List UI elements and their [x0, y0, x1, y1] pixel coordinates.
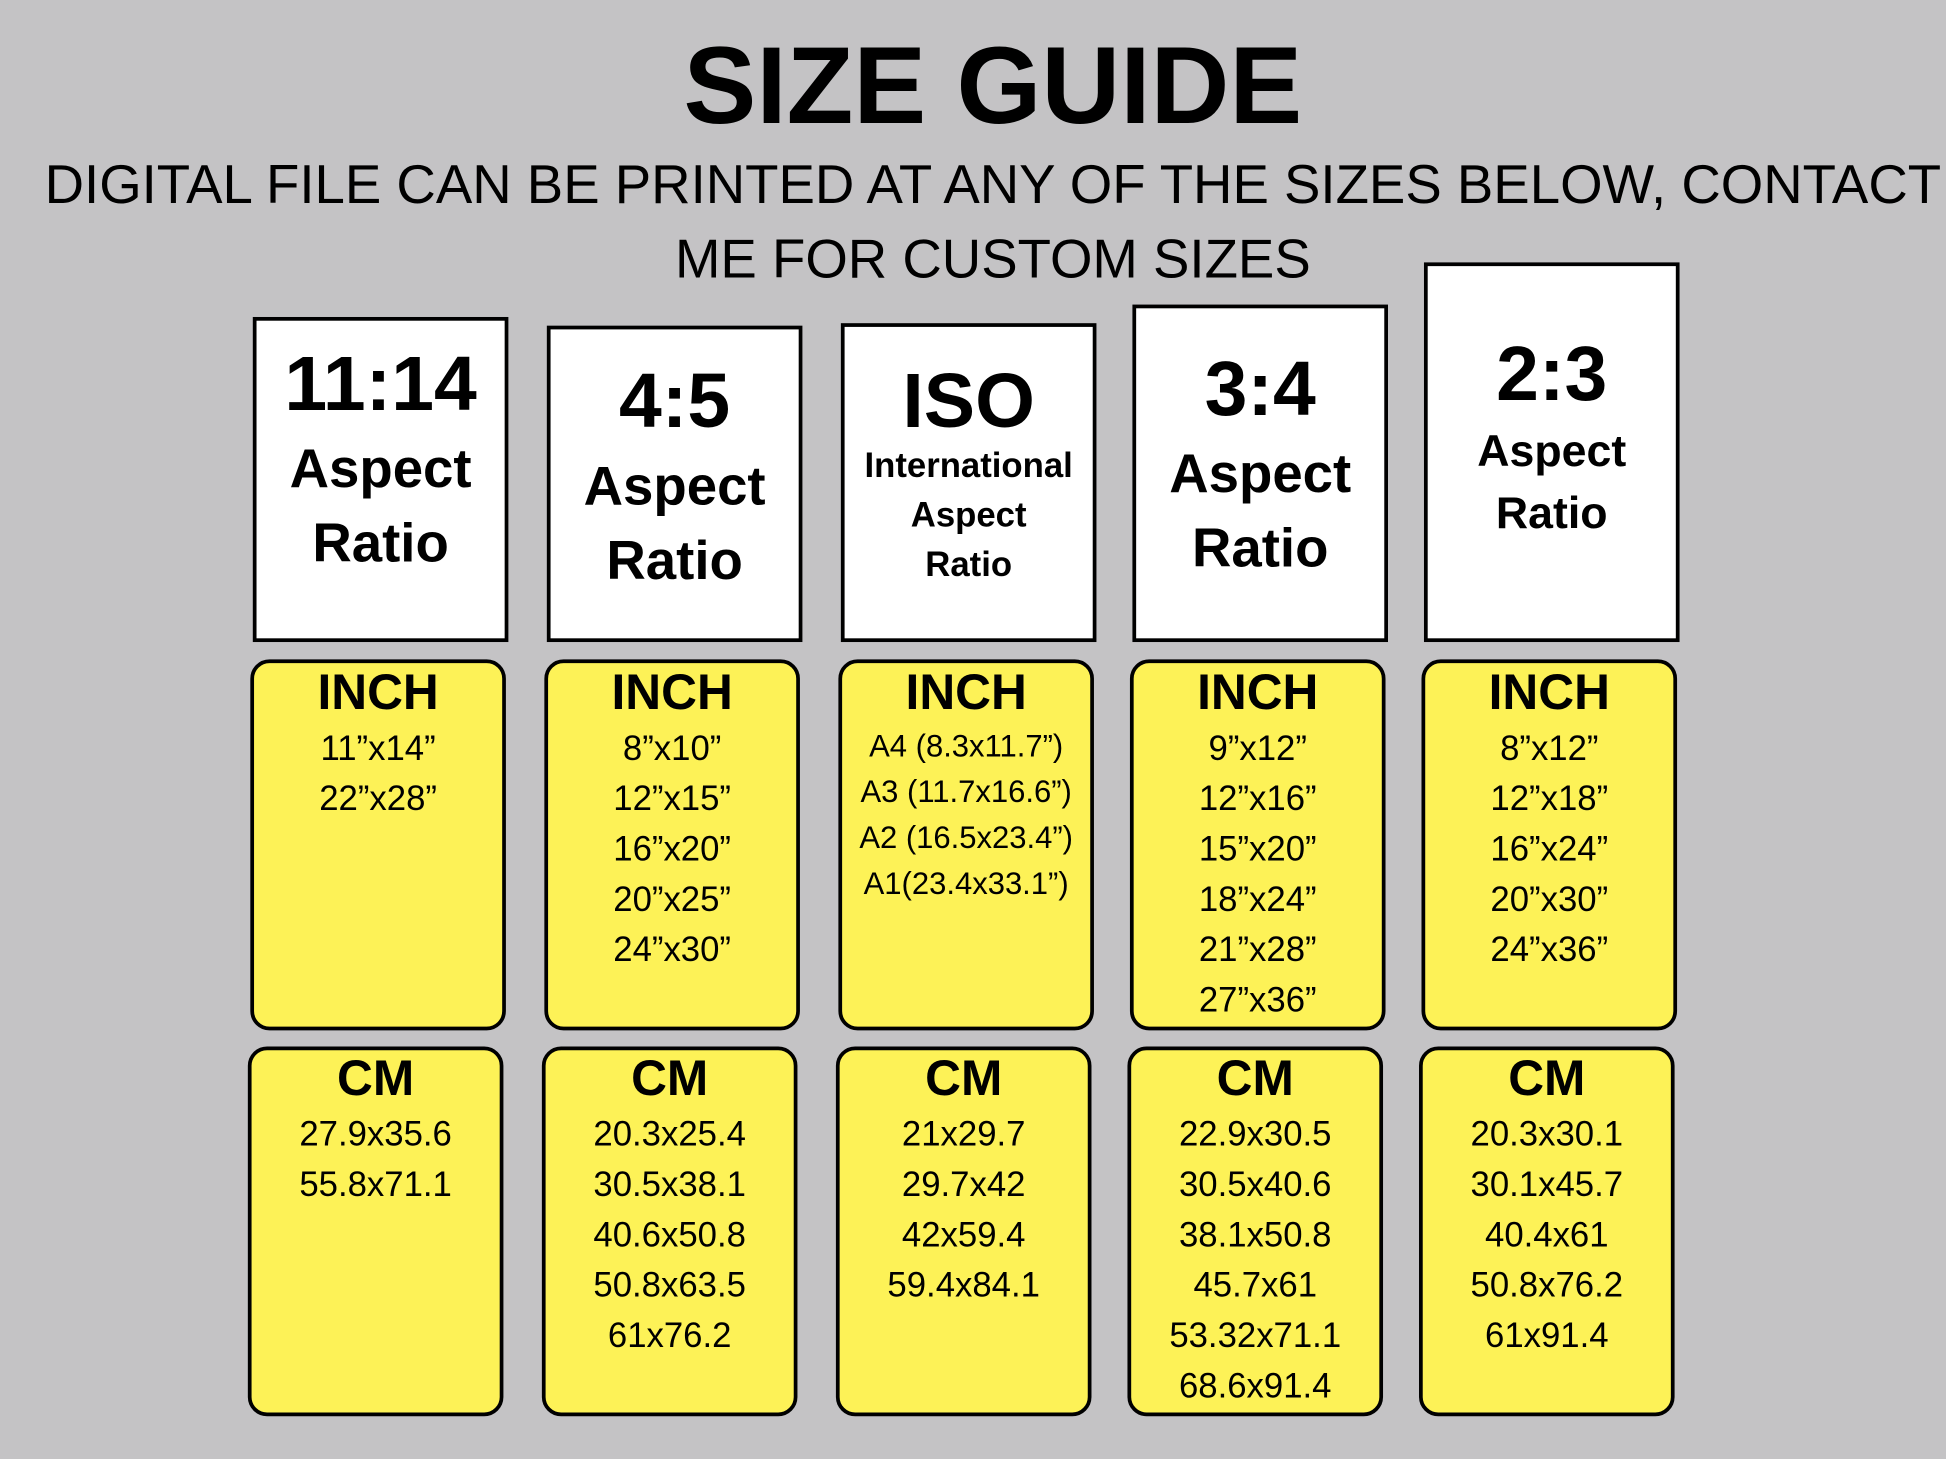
inch-size: 12”x18” — [1490, 780, 1608, 818]
inch-size: 16”x24” — [1490, 831, 1608, 869]
inch-size: 16”x20” — [613, 831, 731, 869]
inch-heading: INCH — [906, 664, 1027, 720]
cm-size: 55.8x71.1 — [299, 1166, 452, 1204]
ratio-label: ISO — [902, 358, 1034, 444]
cm-heading: CM — [631, 1050, 708, 1106]
cm-size: 20.3x25.4 — [593, 1116, 746, 1154]
cm-size: 21x29.7 — [902, 1116, 1026, 1154]
cm-size: 22.9x30.5 — [1179, 1116, 1332, 1154]
cm-size: 30.5x38.1 — [593, 1166, 746, 1204]
inch-box — [544, 659, 800, 1031]
cm-size: 30.5x40.6 — [1179, 1166, 1332, 1204]
cm-box — [1127, 1046, 1384, 1417]
inch-size: 9”x12” — [1209, 730, 1307, 768]
cm-heading: CM — [337, 1050, 414, 1106]
ratio-box — [546, 325, 803, 643]
inch-size: 8”x12” — [1500, 730, 1598, 768]
subtitle-line: ME FOR CUSTOM SIZES — [675, 228, 1311, 289]
inch-size: 24”x30” — [613, 931, 731, 969]
cm-size: 68.6x91.4 — [1179, 1367, 1332, 1405]
inch-box — [1421, 659, 1678, 1031]
cm-box — [1419, 1046, 1675, 1417]
ratio-label: Ratio — [606, 530, 742, 591]
inch-size: 8”x10” — [623, 730, 721, 768]
inch-box — [1129, 659, 1386, 1031]
ratio-label: Ratio — [1192, 518, 1328, 579]
inch-size: A4 (8.3x11.7”) — [869, 728, 1063, 763]
inch-size: 27”x36” — [1199, 982, 1317, 1020]
ratio-label: 11:14 — [284, 341, 477, 427]
inch-size: 20”x25” — [613, 881, 731, 919]
inch-heading: INCH — [612, 664, 733, 720]
ratio-label: 3:4 — [1205, 346, 1316, 432]
ratio-label: Ratio — [925, 546, 1012, 584]
cm-size: 29.7x42 — [902, 1166, 1026, 1204]
cm-size: 42x59.4 — [902, 1216, 1026, 1254]
ratio-box — [1423, 262, 1680, 643]
inch-size: 15”x20” — [1199, 831, 1317, 869]
inch-size: 24”x36” — [1490, 931, 1608, 969]
cm-size: 40.4x61 — [1485, 1216, 1609, 1254]
cm-size: 45.7x61 — [1193, 1267, 1317, 1305]
inch-size: 12”x16” — [1199, 780, 1317, 818]
cm-heading: CM — [1508, 1050, 1585, 1106]
cm-size: 20.3x30.1 — [1471, 1116, 1624, 1154]
ratio-label: Aspect — [911, 497, 1027, 535]
cm-size: 50.8x76.2 — [1471, 1267, 1624, 1305]
ratio-label: 2:3 — [1496, 331, 1607, 417]
inch-box — [250, 659, 506, 1031]
ratio-label: International — [864, 447, 1072, 485]
cm-size: 50.8x63.5 — [593, 1267, 746, 1305]
title: SIZE GUIDE — [684, 25, 1303, 147]
inch-heading: INCH — [317, 664, 438, 720]
cm-size: 61x91.4 — [1485, 1317, 1609, 1355]
cm-heading: CM — [925, 1050, 1002, 1106]
ratio-label: 4:5 — [619, 358, 730, 444]
inch-size: A3 (11.7x16.6”) — [860, 774, 1071, 809]
inch-size: 22”x28” — [319, 780, 437, 818]
inch-heading: INCH — [1197, 664, 1318, 720]
ratio-label: Aspect — [290, 438, 472, 499]
inch-size: 12”x15” — [613, 780, 731, 818]
inch-size: A1(23.4x33.1”) — [864, 866, 1069, 901]
ratio-box — [1132, 304, 1388, 643]
inch-box — [838, 659, 1094, 1031]
ratio-box — [252, 316, 509, 643]
cm-box — [247, 1046, 504, 1417]
cm-heading: CM — [1217, 1050, 1294, 1106]
ratio-label: Aspect — [584, 455, 766, 516]
inch-size: 21”x28” — [1199, 931, 1317, 969]
cm-size: 27.9x35.6 — [299, 1116, 452, 1154]
ratio-label: Ratio — [312, 513, 448, 574]
inch-size: 20”x30” — [1490, 881, 1608, 919]
ratio-label: Ratio — [1496, 489, 1608, 538]
cm-size: 30.1x45.7 — [1471, 1166, 1624, 1204]
ratio-label: Aspect — [1169, 443, 1351, 504]
cm-size: 61x76.2 — [608, 1317, 732, 1355]
inch-size: 11”x14” — [321, 730, 436, 768]
subtitle-line: DIGITAL FILE CAN BE PRINTED AT ANY OF TH… — [45, 154, 1941, 215]
inch-heading: INCH — [1489, 664, 1610, 720]
cm-size: 53.32x71.1 — [1169, 1317, 1341, 1355]
cm-size: 40.6x50.8 — [593, 1216, 746, 1254]
ratio-box — [840, 323, 1097, 643]
cm-box — [541, 1046, 798, 1417]
ratio-label: Aspect — [1477, 427, 1626, 476]
inch-size: 18”x24” — [1199, 881, 1317, 919]
inch-size: A2 (16.5x23.4”) — [859, 820, 1073, 855]
cm-box — [835, 1046, 1092, 1417]
cm-size: 38.1x50.8 — [1179, 1216, 1332, 1254]
cm-size: 59.4x84.1 — [887, 1267, 1040, 1305]
